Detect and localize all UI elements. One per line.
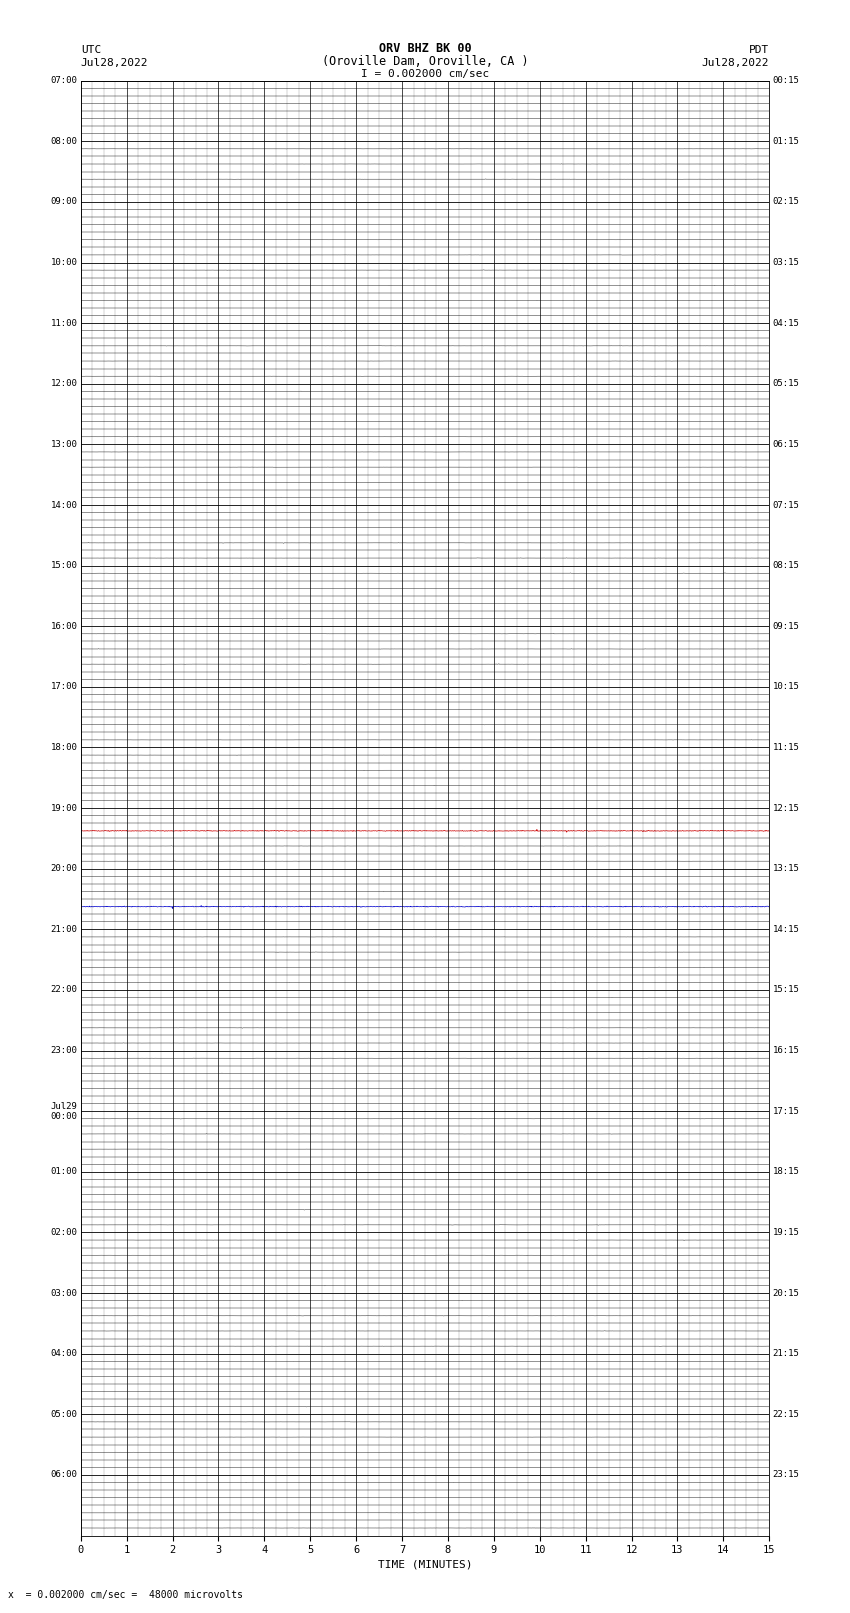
Text: 14:15: 14:15 bbox=[773, 924, 800, 934]
Text: 15:00: 15:00 bbox=[50, 561, 77, 569]
Text: 07:00: 07:00 bbox=[50, 76, 77, 85]
Text: 16:00: 16:00 bbox=[50, 621, 77, 631]
Text: 13:15: 13:15 bbox=[773, 865, 800, 873]
Text: 23:15: 23:15 bbox=[773, 1471, 800, 1479]
Text: 02:15: 02:15 bbox=[773, 197, 800, 206]
Text: 12:00: 12:00 bbox=[50, 379, 77, 389]
Text: Jul28,2022: Jul28,2022 bbox=[702, 58, 769, 68]
Text: x  = 0.002000 cm/sec =  48000 microvolts: x = 0.002000 cm/sec = 48000 microvolts bbox=[8, 1590, 243, 1600]
Text: 03:00: 03:00 bbox=[50, 1289, 77, 1297]
Text: Jul29
00:00: Jul29 00:00 bbox=[50, 1102, 77, 1121]
Text: 19:00: 19:00 bbox=[50, 803, 77, 813]
Text: 06:15: 06:15 bbox=[773, 440, 800, 448]
Text: 21:00: 21:00 bbox=[50, 924, 77, 934]
Text: 00:15: 00:15 bbox=[773, 76, 800, 85]
Text: 16:15: 16:15 bbox=[773, 1047, 800, 1055]
Text: 04:00: 04:00 bbox=[50, 1348, 77, 1358]
Text: 18:15: 18:15 bbox=[773, 1168, 800, 1176]
Text: 22:15: 22:15 bbox=[773, 1410, 800, 1419]
Text: 23:00: 23:00 bbox=[50, 1047, 77, 1055]
Text: 05:00: 05:00 bbox=[50, 1410, 77, 1419]
Text: 02:00: 02:00 bbox=[50, 1227, 77, 1237]
Text: 18:00: 18:00 bbox=[50, 744, 77, 752]
Text: 20:00: 20:00 bbox=[50, 865, 77, 873]
Text: 01:15: 01:15 bbox=[773, 137, 800, 145]
Text: 09:15: 09:15 bbox=[773, 621, 800, 631]
Text: 06:00: 06:00 bbox=[50, 1471, 77, 1479]
X-axis label: TIME (MINUTES): TIME (MINUTES) bbox=[377, 1560, 473, 1569]
Text: 17:15: 17:15 bbox=[773, 1107, 800, 1116]
Text: Jul28,2022: Jul28,2022 bbox=[81, 58, 148, 68]
Text: 07:15: 07:15 bbox=[773, 500, 800, 510]
Text: 05:15: 05:15 bbox=[773, 379, 800, 389]
Text: 11:15: 11:15 bbox=[773, 744, 800, 752]
Text: 19:15: 19:15 bbox=[773, 1227, 800, 1237]
Text: 22:00: 22:00 bbox=[50, 986, 77, 995]
Text: 04:15: 04:15 bbox=[773, 319, 800, 327]
Text: 13:00: 13:00 bbox=[50, 440, 77, 448]
Text: 03:15: 03:15 bbox=[773, 258, 800, 268]
Text: ORV BHZ BK 00: ORV BHZ BK 00 bbox=[379, 42, 471, 55]
Text: 20:15: 20:15 bbox=[773, 1289, 800, 1297]
Text: (Oroville Dam, Oroville, CA ): (Oroville Dam, Oroville, CA ) bbox=[321, 55, 529, 68]
Text: 08:00: 08:00 bbox=[50, 137, 77, 145]
Text: I = 0.002000 cm/sec: I = 0.002000 cm/sec bbox=[361, 69, 489, 79]
Text: 15:15: 15:15 bbox=[773, 986, 800, 995]
Text: 01:00: 01:00 bbox=[50, 1168, 77, 1176]
Text: 17:00: 17:00 bbox=[50, 682, 77, 692]
Text: 21:15: 21:15 bbox=[773, 1348, 800, 1358]
Text: 10:15: 10:15 bbox=[773, 682, 800, 692]
Text: PDT: PDT bbox=[749, 45, 769, 55]
Text: 09:00: 09:00 bbox=[50, 197, 77, 206]
Text: 14:00: 14:00 bbox=[50, 500, 77, 510]
Text: 12:15: 12:15 bbox=[773, 803, 800, 813]
Text: UTC: UTC bbox=[81, 45, 101, 55]
Text: 08:15: 08:15 bbox=[773, 561, 800, 569]
Text: 10:00: 10:00 bbox=[50, 258, 77, 268]
Text: 11:00: 11:00 bbox=[50, 319, 77, 327]
